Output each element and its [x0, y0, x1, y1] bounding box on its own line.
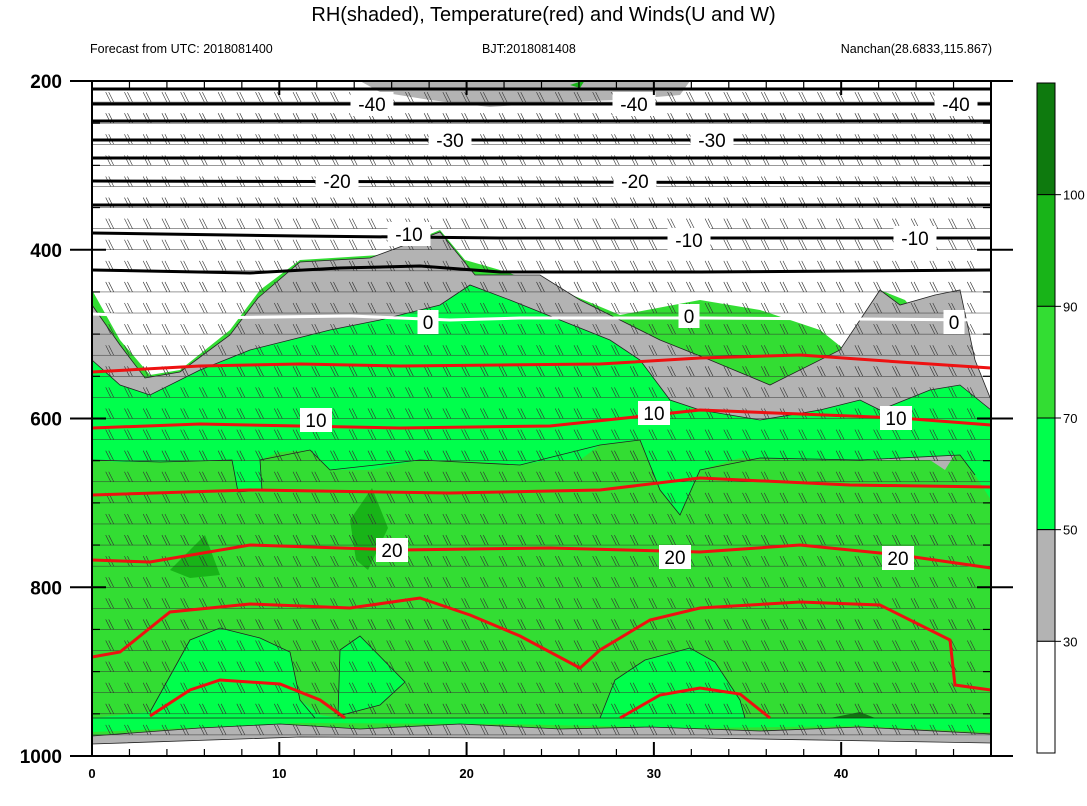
contour-label: -10 [675, 231, 702, 252]
zero-isotherm [92, 312, 991, 322]
contour-label-box [882, 546, 914, 570]
contour-label: 10 [643, 404, 664, 425]
y-tick-label: 400 [30, 241, 62, 262]
station-label: Nanchan(28.6833,115.867) [840, 42, 992, 56]
contour-label-box [613, 169, 657, 193]
contour-label-box [659, 545, 691, 569]
temperature-line [92, 476, 991, 497]
contour-label: -30 [698, 131, 725, 152]
colorbar-swatch [1036, 305, 1056, 419]
colorbar-swatch [1036, 82, 1056, 196]
temperature-line [149, 678, 346, 720]
colorbar-swatch [1036, 194, 1056, 307]
contour-label: 0 [684, 307, 695, 328]
contour-label-box [893, 226, 937, 250]
contour-label: 10 [885, 409, 906, 430]
temperature-line [619, 686, 771, 720]
contour-label-box [678, 304, 700, 328]
x-axis: 0 10 20 30 40 [88, 81, 955, 781]
colorbar-swatch [1036, 640, 1056, 754]
contour-label: 0 [423, 313, 434, 334]
rh-moist-blob-1 [170, 535, 220, 578]
y-tick-label: 1000 [20, 747, 62, 768]
x-tick-label: 30 [647, 766, 661, 781]
contour-label: -40 [358, 95, 385, 116]
contour-label: 20 [664, 548, 685, 569]
contour-label: -40 [620, 95, 647, 116]
colorbar: 30 50 70 90 100 [1036, 82, 1085, 754]
colorbar-swatch [1036, 417, 1056, 531]
rh-green-blob-3 [600, 648, 745, 718]
colorbar-tick-label: 30 [1063, 634, 1077, 649]
contour-label: 20 [887, 549, 908, 570]
x-tick-label: 40 [834, 766, 848, 781]
temperature-line [92, 596, 991, 692]
contour-label-box [350, 92, 394, 116]
contour-label: -30 [436, 131, 463, 152]
chart-title: RH(shaded), Temperature(red) and Winds(U… [311, 4, 776, 26]
contour-label: -20 [621, 172, 648, 193]
contour-label: 10 [305, 411, 326, 432]
contour-label-box [690, 128, 734, 152]
contour-label-box [612, 92, 656, 116]
contour-label-box [315, 169, 359, 193]
contour-label: -10 [395, 225, 422, 246]
contour-label-box [428, 128, 472, 152]
x-tick-label: 20 [459, 766, 473, 781]
temperature-line [92, 543, 991, 570]
contour-label-box [880, 406, 912, 430]
temperature-line [92, 353, 991, 374]
colorbar-swatch [1036, 529, 1056, 642]
y-tick-label: 800 [30, 578, 62, 599]
colorbar-tick-label: 100 [1063, 188, 1085, 203]
contour-label-box [417, 310, 439, 334]
colorbar-tick-label: 70 [1063, 411, 1077, 426]
contour-label-box [934, 92, 978, 116]
rh-dry-region [92, 81, 991, 400]
x-tick-label: 10 [272, 766, 286, 781]
contour-label: 0 [949, 313, 960, 334]
contour-label-box [376, 538, 408, 562]
contour-label-box [387, 222, 431, 246]
colorbar-tick-label: 50 [1063, 523, 1077, 538]
isotherm-line [92, 264, 991, 275]
contour-label-box [667, 228, 711, 252]
colorbar-tick-label: 90 [1063, 299, 1077, 314]
isotherms [92, 87, 991, 720]
contour-label: -20 [323, 172, 350, 193]
contour-label: -10 [901, 229, 928, 250]
contour-label-box [300, 408, 332, 432]
bjt-label: BJT:2018081408 [482, 42, 576, 56]
rh-green-blob-2 [338, 636, 405, 716]
contour-label: -40 [942, 95, 969, 116]
forecast-label: Forecast from UTC: 2018081400 [90, 42, 273, 56]
contour-label-box [943, 310, 965, 334]
x-tick-label: 0 [88, 766, 95, 781]
contour-labels: -40 -40 -40 -30 -30 -20 -20 -10 -10 -10 0 0 0 10 10 10 2… [300, 92, 978, 570]
y-tick-label: 600 [30, 410, 62, 431]
y-tick-label: 200 [30, 72, 62, 93]
contour-label-box [638, 401, 670, 425]
contour-label: 20 [381, 541, 402, 562]
rh-green-band [92, 285, 991, 515]
isotherm-line [92, 179, 991, 185]
